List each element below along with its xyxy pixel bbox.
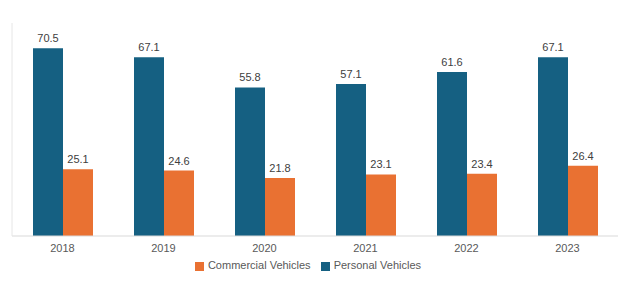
html-text:Commercial Vehicles: Commercial Vehicles <box>207 259 311 271</box>
svg-text:70.5: 70.5 <box>37 32 58 44</box>
svg-text:24.6: 24.6 <box>168 155 189 167</box>
svg-text:23.1: 23.1 <box>370 158 391 170</box>
svg-text:26.4: 26.4 <box>572 150 593 162</box>
svg-text:2021: 2021 <box>353 242 377 254</box>
svg-text:21.8: 21.8 <box>269 162 290 174</box>
svg-text:2019: 2019 <box>151 242 175 254</box>
svg-text:55.8: 55.8 <box>239 71 260 83</box>
html-text:Personal Vehicles: Personal Vehicles <box>333 259 422 271</box>
svg-text:61.6: 61.6 <box>441 56 462 68</box>
svg-text:2020: 2020 <box>252 242 276 254</box>
svg-text:57.1: 57.1 <box>340 68 361 80</box>
svg-text:67.1: 67.1 <box>542 41 563 53</box>
svg-text:25.1: 25.1 <box>67 153 88 165</box>
svg-text:2018: 2018 <box>50 242 74 254</box>
svg-text:67.1: 67.1 <box>138 41 159 53</box>
svg-text:23.4: 23.4 <box>471 158 492 170</box>
svg-text:2023: 2023 <box>555 242 579 254</box>
svg-text:2022: 2022 <box>454 242 478 254</box>
